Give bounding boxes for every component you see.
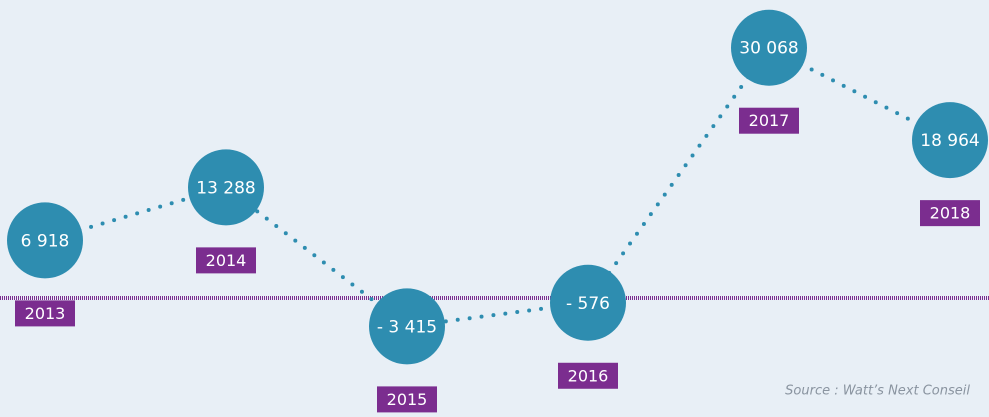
point [369,288,445,365]
point [550,264,626,341]
x-tick-label: 2014 [206,251,247,270]
year-box [196,247,256,274]
year-box [739,107,799,134]
x-tick-label: 2018 [930,204,971,223]
point [731,9,807,86]
value-label: 30 068 [739,39,798,59]
value-label: - 576 [566,294,610,314]
point [7,202,83,279]
x-tick-label: 2016 [568,366,609,385]
year-box [377,386,437,413]
value-label: - 3 415 [377,317,437,337]
year-box [558,362,618,389]
point [912,102,988,179]
x-tick-label: 2015 [387,390,428,409]
value-label: 13 288 [196,178,255,198]
trend-line [43,45,952,329]
value-label: 6 918 [21,231,70,251]
value-label: 18 964 [920,131,979,151]
x-tick-label: 2017 [749,111,790,130]
source-note: Source : Watt’s Next Conseil [785,384,970,399]
point [188,149,264,226]
year-box [15,300,75,327]
x-tick-label: 2013 [25,304,66,323]
year-box [920,200,980,227]
